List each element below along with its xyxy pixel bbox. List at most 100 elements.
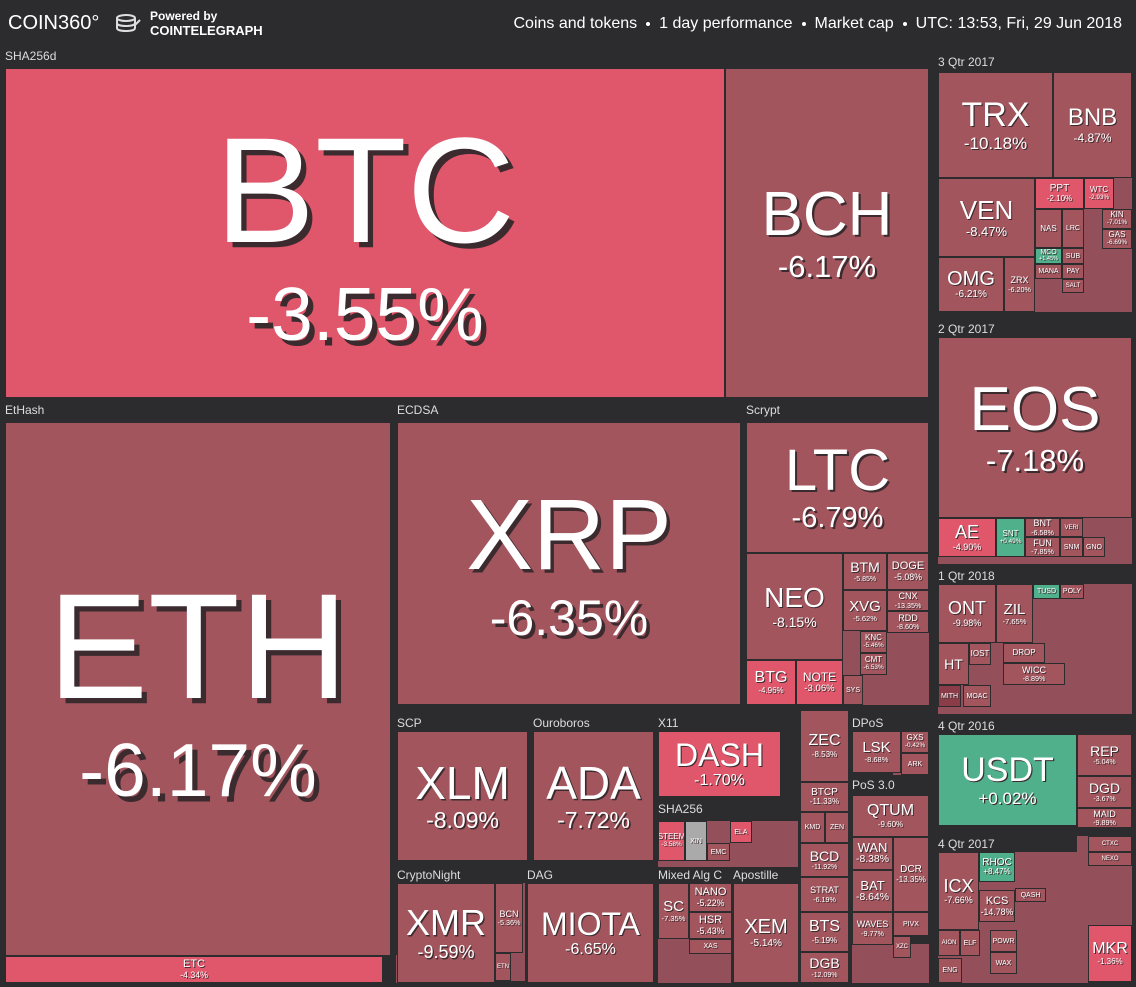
- coin-tile[interactable]: PIVX: [893, 912, 929, 936]
- coin-tile[interactable]: MKR -1.36%: [1088, 925, 1132, 982]
- coin-tile[interactable]: ETN: [495, 953, 511, 981]
- coin-tile[interactable]: ZRX -6.20%: [1004, 257, 1035, 312]
- coin-tile[interactable]: CNX -13.35%: [887, 590, 929, 611]
- coin-tile[interactable]: BCD -11.92%: [800, 843, 849, 877]
- coin-tile[interactable]: QASH: [1015, 888, 1046, 902]
- coin-tile[interactable]: GNO: [1083, 537, 1105, 557]
- coin-tile[interactable]: WAX: [990, 952, 1017, 974]
- coin-tile[interactable]: SALT: [1062, 279, 1084, 293]
- coin-tile[interactable]: MIOTA -6.65%: [527, 883, 654, 983]
- coin-tile[interactable]: KNC -5.46%: [860, 631, 887, 653]
- coin-tile[interactable]: DASH -1.70%: [658, 731, 781, 797]
- brand[interactable]: COIN360°: [8, 12, 100, 34]
- coin-tile[interactable]: ZEC -8.53%: [800, 710, 849, 782]
- coin-tile[interactable]: STEEM -3.58%: [658, 821, 685, 861]
- coin-tile[interactable]: MANA: [1035, 264, 1062, 279]
- coin-tile[interactable]: ELF: [960, 930, 980, 956]
- coin-tile[interactable]: EMC: [707, 843, 730, 861]
- coin-tile[interactable]: CTXC: [1088, 836, 1132, 852]
- coin-tile[interactable]: WAN -8.38%: [852, 837, 893, 870]
- coin-tile[interactable]: RDD -8.60%: [887, 611, 929, 633]
- coin-tile[interactable]: HT: [938, 643, 969, 685]
- coin-tile[interactable]: AION: [938, 930, 960, 956]
- coin-tile[interactable]: MCO +1.45%: [1035, 248, 1062, 264]
- coin-tile[interactable]: VERI: [1060, 518, 1083, 537]
- coin-tile[interactable]: GAS -6.69%: [1102, 229, 1132, 249]
- coin-tile[interactable]: BTC -3.55%: [5, 68, 725, 398]
- coin-tile[interactable]: PPT -2.10%: [1035, 178, 1084, 209]
- coin-tile[interactable]: FUN -7.85%: [1025, 537, 1060, 557]
- coin-tile[interactable]: DCR -13.35%: [893, 837, 929, 912]
- partner[interactable]: COINTELEGRAPH: [150, 23, 263, 38]
- coin-tile[interactable]: MAID -9.89%: [1077, 808, 1132, 828]
- coin-tile[interactable]: BNT -6.58%: [1025, 518, 1060, 537]
- coin-tile[interactable]: NEXO: [1088, 852, 1132, 866]
- coin-tile[interactable]: XVG -5.62%: [843, 590, 887, 631]
- coin-tile[interactable]: POWR: [990, 930, 1017, 952]
- coin-tile[interactable]: XAS: [689, 939, 732, 954]
- coin-tile[interactable]: GXS -0.42%: [901, 731, 929, 753]
- coin-tile[interactable]: WICC -8.89%: [1003, 663, 1065, 685]
- coin-tile[interactable]: SUB: [1062, 248, 1084, 264]
- coin-tile[interactable]: VEN -8.47%: [938, 178, 1035, 257]
- coin-tile[interactable]: BCN -5.36%: [495, 883, 523, 953]
- coin-tile[interactable]: DGD -3.67%: [1077, 776, 1132, 808]
- coin-tile[interactable]: NANO -5.22%: [689, 883, 732, 912]
- coin-tile[interactable]: BCH -6.17%: [725, 68, 929, 398]
- coin-tile[interactable]: XZC: [893, 936, 911, 958]
- coin-tile[interactable]: DROP: [1003, 643, 1045, 663]
- coin-tile[interactable]: ZIL -7.65%: [996, 584, 1033, 643]
- coin-tile[interactable]: ETH -6.17%: [5, 422, 391, 956]
- coin-tile[interactable]: REP -5.04%: [1077, 734, 1132, 776]
- coin-tile[interactable]: ETC -4.34%: [5, 956, 383, 983]
- coin-tile[interactable]: TUSD: [1033, 584, 1060, 599]
- coin-tile[interactable]: XRP -6.35%: [397, 422, 741, 705]
- coin-tile[interactable]: ARK: [901, 753, 929, 775]
- coin-tile[interactable]: MOAC: [963, 685, 991, 707]
- coin-tile[interactable]: TRX -10.18%: [938, 72, 1053, 178]
- coin-tile[interactable]: SYS: [843, 675, 863, 705]
- coin-tile[interactable]: NAS: [1035, 209, 1062, 248]
- coin-tile[interactable]: NOTE -3.06%: [796, 660, 843, 705]
- coin-tile[interactable]: LRC: [1062, 209, 1084, 248]
- coin-tile[interactable]: KIN -7.01%: [1102, 209, 1132, 229]
- coin-tile[interactable]: LSK -8.68%: [852, 731, 901, 773]
- coin-tile[interactable]: BAT -8.64%: [852, 870, 893, 912]
- coin-tile[interactable]: XMR -9.59%: [397, 883, 495, 983]
- coin-tile[interactable]: WAVES -9.77%: [852, 912, 893, 945]
- coin-tile[interactable]: BTS -5.19%: [800, 912, 849, 952]
- coin-tile[interactable]: ADA -7.72%: [533, 731, 654, 861]
- coin-tile[interactable]: XEM -5.14%: [733, 883, 799, 983]
- coin-tile[interactable]: STRAT -6.19%: [800, 877, 849, 912]
- coin-tile[interactable]: ICX -7.66%: [938, 852, 979, 930]
- coin-tile[interactable]: ENG: [938, 958, 962, 983]
- coin-tile[interactable]: BTM -5.85%: [843, 553, 887, 590]
- coin-tile[interactable]: HSR -5.43%: [689, 912, 732, 939]
- coin-tile[interactable]: CMT -6.53%: [860, 653, 887, 675]
- coin-tile[interactable]: POLY: [1060, 584, 1084, 599]
- coin-tile[interactable]: SC -7.35%: [658, 883, 689, 939]
- coin-tile[interactable]: ZEN: [825, 812, 849, 843]
- coin-tile[interactable]: IOST: [969, 643, 991, 665]
- coin-tile[interactable]: SNT +0.49%: [996, 518, 1025, 557]
- coin-tile[interactable]: BNB -4.87%: [1053, 72, 1132, 178]
- coin-tile[interactable]: DOGE -5.08%: [887, 553, 929, 590]
- coin-tile[interactable]: ELA: [730, 821, 752, 843]
- coin-tile[interactable]: BTG -4.96%: [746, 660, 796, 705]
- coin-tile[interactable]: BTCP -11.33%: [800, 782, 849, 812]
- coin-tile[interactable]: KCS -14.78%: [979, 890, 1015, 922]
- coin-tile[interactable]: QTUM -9.60%: [852, 795, 929, 837]
- coin-tile[interactable]: MITH: [938, 685, 961, 707]
- coin-tile[interactable]: XLM -8.09%: [397, 731, 528, 861]
- coin-tile[interactable]: WTC -2.93%: [1084, 178, 1114, 209]
- coin-tile[interactable]: NEO -8.15%: [746, 553, 843, 660]
- coin-tile[interactable]: EOS -7.18%: [938, 337, 1132, 518]
- coin-tile[interactable]: XIN: [685, 821, 707, 861]
- coin-tile[interactable]: OMG -6.21%: [938, 257, 1004, 312]
- coin-tile[interactable]: SNM: [1060, 537, 1083, 557]
- coin-tile[interactable]: PAY: [1062, 264, 1084, 279]
- coin-tile[interactable]: DGB -12.09%: [800, 952, 849, 983]
- coin-tile[interactable]: RHOC +8.47%: [979, 852, 1015, 882]
- coin-tile[interactable]: KMD: [800, 812, 825, 843]
- coin-tile[interactable]: AE -4.90%: [938, 518, 996, 557]
